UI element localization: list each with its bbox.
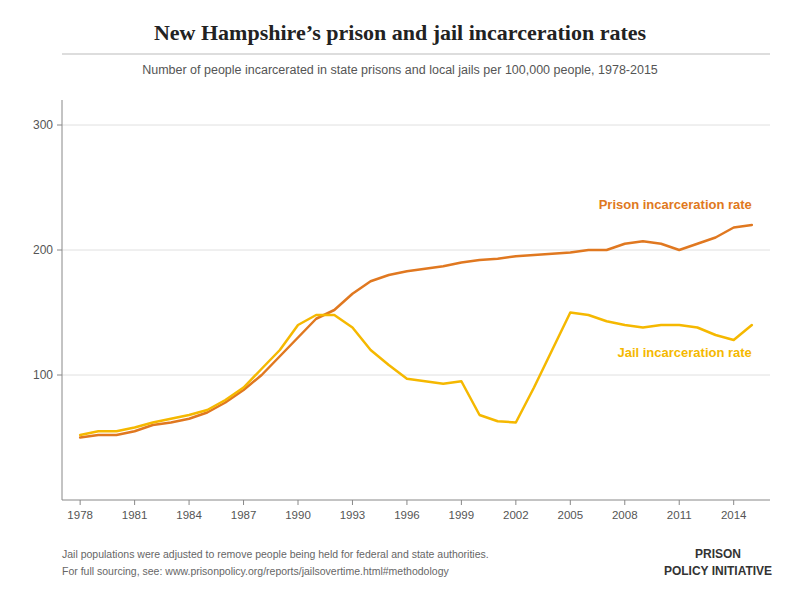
chart: New Hampshire’s prison and jail incarcer… bbox=[0, 0, 800, 600]
subtitle: Number of people incarcerated in state p… bbox=[142, 63, 658, 77]
y-tick bbox=[57, 125, 62, 126]
y-axis-line bbox=[62, 100, 63, 500]
plot-area bbox=[80, 225, 752, 438]
x-tick-label: 1984 bbox=[176, 509, 202, 521]
title-separator bbox=[62, 54, 770, 55]
x-tick bbox=[733, 500, 734, 505]
x-tick-label: 1978 bbox=[67, 509, 93, 521]
x-tick-label: 2008 bbox=[612, 509, 638, 521]
x-tick-label: 1990 bbox=[285, 509, 311, 521]
grid-line bbox=[62, 250, 770, 251]
footnote: For full sourcing, see: www.prisonpolicy… bbox=[62, 565, 449, 577]
x-tick bbox=[352, 500, 353, 505]
x-tick bbox=[515, 500, 516, 505]
x-tick bbox=[134, 500, 135, 505]
y-tick-label: 200 bbox=[33, 243, 53, 257]
x-tick-label: 2005 bbox=[558, 509, 584, 521]
x-tick bbox=[406, 500, 407, 505]
x-tick bbox=[679, 500, 680, 505]
x-tick-label: 1981 bbox=[122, 509, 148, 521]
series-line bbox=[80, 313, 752, 436]
x-tick bbox=[624, 500, 625, 505]
footnote: Jail populations were adjusted to remove… bbox=[62, 548, 489, 560]
x-tick bbox=[243, 500, 244, 505]
y-tick bbox=[57, 375, 62, 376]
x-tick-label: 1993 bbox=[340, 509, 366, 521]
logo-text: POLICY INITIATIVE bbox=[664, 564, 772, 578]
series-label: Jail incarceration rate bbox=[617, 345, 751, 360]
y-tick bbox=[57, 250, 62, 251]
x-tick bbox=[80, 500, 81, 505]
x-tick bbox=[461, 500, 462, 505]
x-tick-label: 1996 bbox=[394, 509, 420, 521]
grid bbox=[62, 125, 770, 375]
x-tick bbox=[298, 500, 299, 505]
series-label: Prison incarceration rate bbox=[599, 197, 752, 212]
x-tick-label: 1999 bbox=[449, 509, 475, 521]
x-tick-label: 1987 bbox=[231, 509, 257, 521]
series-labels: Prison incarceration rate Jail incarcerat… bbox=[599, 197, 752, 360]
annotations: Jail populations were adjusted to remove… bbox=[62, 547, 772, 578]
x-tick bbox=[189, 500, 190, 505]
x-tick-label: 2011 bbox=[667, 509, 692, 521]
title: New Hampshire’s prison and jail incarcer… bbox=[154, 20, 647, 45]
y-tick-label: 100 bbox=[33, 368, 53, 382]
x-tick-label: 2014 bbox=[721, 509, 747, 521]
series-line bbox=[80, 225, 752, 438]
y-tick-label: 300 bbox=[33, 118, 53, 132]
x-tick bbox=[570, 500, 571, 505]
logo-text: PRISON bbox=[695, 547, 741, 561]
x-tick-label: 2002 bbox=[503, 509, 529, 521]
grid-line bbox=[62, 375, 770, 376]
grid-line bbox=[62, 125, 770, 126]
x-axis-line bbox=[62, 500, 770, 501]
